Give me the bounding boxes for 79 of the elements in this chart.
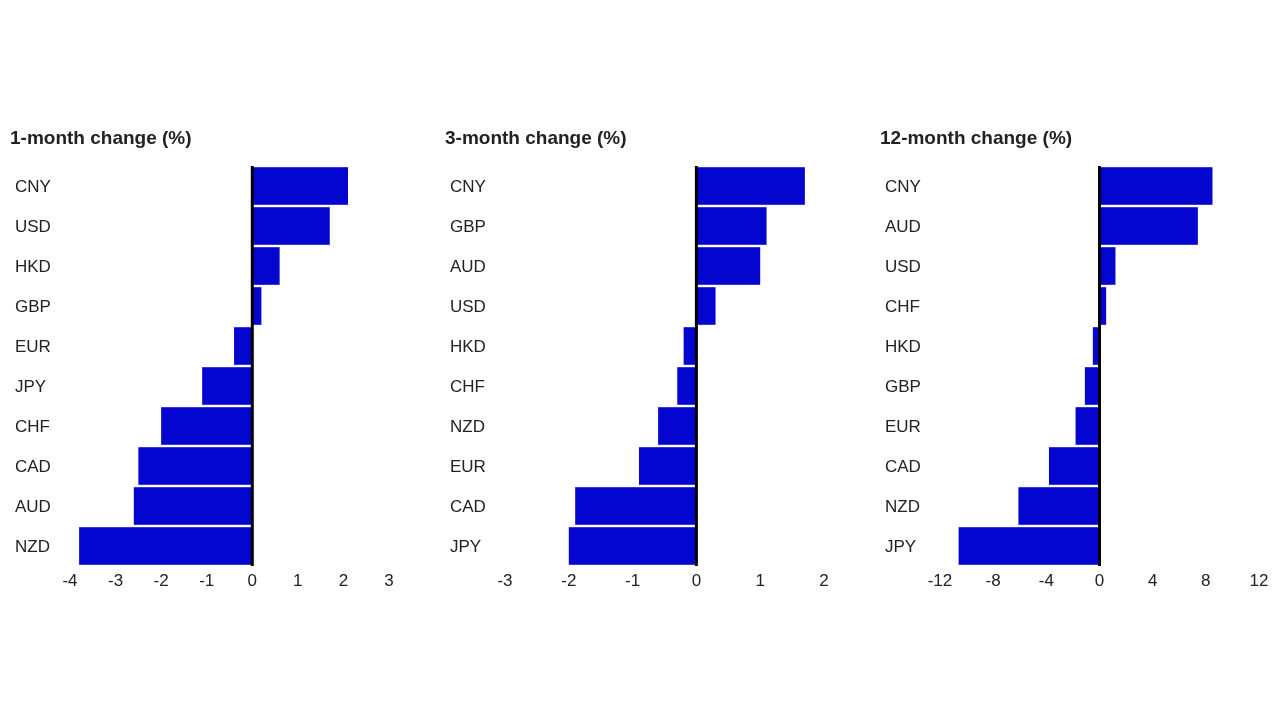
x-tick-label: 12 xyxy=(1249,571,1269,590)
bar xyxy=(696,207,767,245)
bar xyxy=(252,247,280,285)
bar xyxy=(638,447,697,485)
bar xyxy=(677,367,697,405)
y-tick-label: CHF xyxy=(450,376,485,396)
y-tick-label: NZD xyxy=(885,496,920,516)
bar xyxy=(79,527,253,565)
y-tick-label: CAD xyxy=(15,456,51,476)
chart-title: 12-month change (%) xyxy=(880,127,1073,148)
y-tick-label: JPY xyxy=(15,376,47,396)
bar xyxy=(1099,167,1213,205)
y-tick-label: JPY xyxy=(450,536,482,556)
y-tick-label: CNY xyxy=(15,176,51,196)
y-tick-label: NZD xyxy=(450,416,485,436)
x-tick-label: -4 xyxy=(1038,571,1054,590)
x-tick-label: 1 xyxy=(755,571,765,590)
bar xyxy=(568,527,697,565)
y-tick-label: HKD xyxy=(450,336,486,356)
x-tick-label: -1 xyxy=(199,571,215,590)
bar xyxy=(138,447,253,485)
x-tick-label: 2 xyxy=(819,571,829,590)
y-tick-label: EUR xyxy=(15,336,51,356)
bar xyxy=(658,407,697,445)
x-tick-label: 4 xyxy=(1147,571,1158,590)
y-tick-label: NZD xyxy=(15,536,50,556)
y-tick-label: CNY xyxy=(450,176,486,196)
bar xyxy=(252,167,348,205)
bar xyxy=(1048,447,1100,485)
bar xyxy=(234,327,253,365)
x-tick-label: 0 xyxy=(1094,571,1105,590)
bar xyxy=(696,247,761,285)
bar xyxy=(575,487,697,525)
y-tick-label: AUD xyxy=(15,496,51,516)
y-tick-label: USD xyxy=(450,296,486,316)
x-tick-label: -8 xyxy=(985,571,1001,590)
y-tick-label: JPY xyxy=(885,536,917,556)
x-tick-label: 8 xyxy=(1201,571,1211,590)
x-tick-label: 3 xyxy=(384,571,394,590)
y-tick-label: HKD xyxy=(885,336,921,356)
y-tick-label: AUD xyxy=(885,216,921,236)
y-tick-label: HKD xyxy=(15,256,51,276)
y-tick-label: CHF xyxy=(15,416,50,436)
x-tick-label: -1 xyxy=(625,571,641,590)
chart-title: 3-month change (%) xyxy=(445,127,627,148)
bar xyxy=(1084,367,1100,405)
y-tick-label: AUD xyxy=(450,256,486,276)
bar xyxy=(696,167,805,205)
y-tick-label: CNY xyxy=(885,176,921,196)
bar xyxy=(1099,207,1198,245)
y-tick-label: GBP xyxy=(15,296,51,316)
bar xyxy=(252,207,330,245)
y-tick-label: CAD xyxy=(885,456,921,476)
y-tick-label: GBP xyxy=(450,216,486,236)
bar xyxy=(133,487,253,525)
x-tick-label: -4 xyxy=(62,571,78,590)
bar xyxy=(202,367,253,405)
y-tick-label: USD xyxy=(885,256,921,276)
y-tick-label: EUR xyxy=(885,416,921,436)
y-tick-label: CHF xyxy=(885,296,920,316)
x-tick-label: -3 xyxy=(497,571,513,590)
y-tick-label: CAD xyxy=(450,496,486,516)
x-tick-label: -2 xyxy=(561,571,577,590)
x-tick-label: 0 xyxy=(691,571,702,590)
x-tick-label: 2 xyxy=(338,571,349,590)
x-tick-label: 1 xyxy=(293,571,303,590)
y-tick-label: EUR xyxy=(450,456,486,476)
chart-title: 1-month change (%) xyxy=(10,127,192,148)
x-tick-label: -3 xyxy=(108,571,124,590)
bar xyxy=(161,407,253,445)
bar xyxy=(696,287,716,325)
bar xyxy=(958,527,1100,565)
bar xyxy=(1018,487,1100,525)
y-tick-label: GBP xyxy=(885,376,921,396)
x-tick-label: -12 xyxy=(927,571,953,590)
x-tick-label: -2 xyxy=(153,571,169,590)
x-tick-label: 0 xyxy=(247,571,258,590)
bar xyxy=(1075,407,1100,445)
y-tick-label: USD xyxy=(15,216,51,236)
